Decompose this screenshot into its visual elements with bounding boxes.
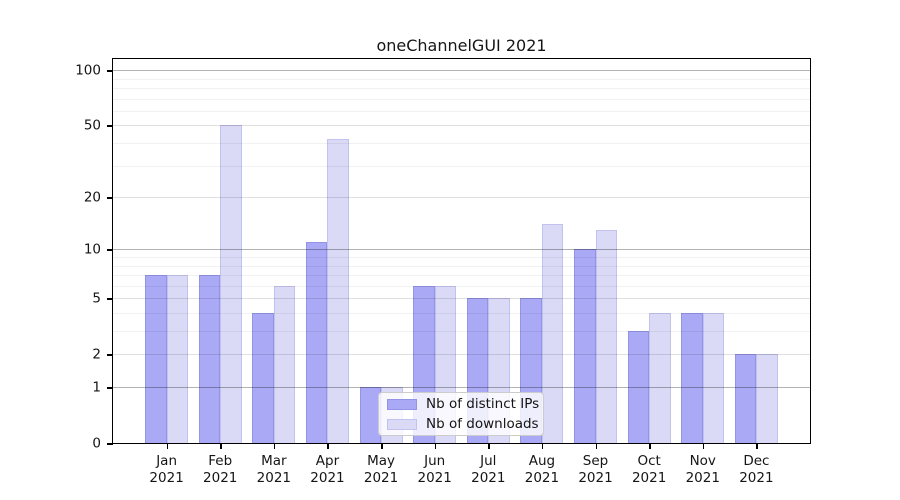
bar-downloads-dec <box>756 354 778 443</box>
bar-downloads-sep <box>595 229 618 443</box>
chart-title: oneChannelGUI 2021 <box>376 36 547 55</box>
x-tick-label-mar: Mar 2021 <box>256 453 292 486</box>
x-tick <box>434 444 437 449</box>
legend-swatch <box>387 398 417 410</box>
y-tick <box>107 125 113 127</box>
gridline-80 <box>113 88 810 90</box>
y-axis: 0 1 2 5 10 20 50 100 <box>0 59 113 452</box>
legend-item: Nb of downloads <box>387 416 543 432</box>
x-tick <box>220 444 222 449</box>
x-tick <box>541 444 544 449</box>
y-tick <box>107 387 113 389</box>
x-tick <box>273 444 276 449</box>
y-tick <box>107 70 113 72</box>
bar-distinct-ips-dec <box>734 354 757 443</box>
x-tick <box>702 444 705 449</box>
y-tick <box>107 249 113 251</box>
gridline-40 <box>113 143 810 145</box>
x-tick <box>166 444 169 449</box>
y-tick-label: 5 <box>92 290 101 307</box>
gridline-30 <box>113 165 810 167</box>
y-tick-label: 50 <box>83 118 101 135</box>
bar-distinct-ips-sep <box>574 249 596 443</box>
gridline-100 <box>113 70 810 72</box>
legend: Nb of distinct IPs Nb of downloads <box>378 392 544 436</box>
x-tick-label-sep: Sep 2021 <box>578 453 613 486</box>
bar-distinct-ips-nov <box>681 312 703 443</box>
gridline-60 <box>113 110 810 112</box>
bar-downloads-aug <box>541 224 564 443</box>
y-tick-label: 10 <box>83 241 101 258</box>
x-tick-label-dec: Dec 2021 <box>739 453 774 486</box>
x-tick-label-nov: Nov 2021 <box>685 453 720 486</box>
legend-label: Nb of distinct IPs <box>426 396 540 412</box>
plot-area <box>113 59 810 443</box>
gridline-10 <box>113 249 810 251</box>
bar-distinct-ips-feb <box>198 275 221 443</box>
x-tick-label-may: May 2021 <box>363 453 399 486</box>
gridline-8 <box>113 265 810 267</box>
bar-distinct-ips-oct <box>627 331 650 443</box>
x-tick <box>649 444 651 449</box>
x-tick <box>381 444 383 449</box>
x-tick-label-aug: Aug 2021 <box>524 453 560 486</box>
bar-downloads-mar <box>273 285 296 443</box>
x-tick-label-apr: Apr 2021 <box>310 453 345 486</box>
x-tick-label-feb: Feb 2021 <box>203 453 238 486</box>
bar-downloads-feb <box>220 125 242 443</box>
gridline-90 <box>113 78 810 80</box>
bar-downloads-nov <box>702 312 725 443</box>
y-tick-label: 100 <box>75 62 101 79</box>
x-tick-label-jun: Jun 2021 <box>417 453 452 486</box>
gridline-50 <box>113 125 810 127</box>
y-tick-label: 20 <box>83 189 101 206</box>
y-tick-label: 1 <box>92 379 101 396</box>
x-tick <box>488 444 490 449</box>
x-tick-label-oct: Oct 2021 <box>631 453 667 486</box>
bar-distinct-ips-apr <box>305 242 328 443</box>
y-tick-label: 2 <box>92 346 101 363</box>
legend-item: Nb of distinct IPs <box>387 396 543 412</box>
gridline-70 <box>113 98 810 100</box>
legend-label: Nb of downloads <box>426 416 539 432</box>
gridline-9 <box>113 257 810 258</box>
y-tick <box>107 197 113 199</box>
x-tick-label-jul: Jul 2021 <box>471 453 506 486</box>
y-tick <box>107 354 113 356</box>
y-tick-label: 0 <box>92 435 101 452</box>
bar-distinct-ips-jan <box>145 275 167 443</box>
bar-downloads-jan <box>166 275 189 443</box>
x-axis: Jan 2021 Feb 2021 Mar 2021 Apr 2021 May 2021 Jun 20… <box>113 444 810 498</box>
bar-distinct-ips-mar <box>252 312 274 443</box>
y-tick <box>107 298 113 300</box>
y-tick <box>107 443 113 445</box>
x-tick <box>595 444 598 449</box>
gridline-20 <box>113 197 810 199</box>
x-tick-label-jan: Jan 2021 <box>149 453 184 486</box>
bar-downloads-oct <box>649 312 671 443</box>
legend-swatch <box>387 418 417 430</box>
x-tick <box>756 444 758 449</box>
bar-downloads-apr <box>327 139 349 443</box>
x-tick <box>327 444 329 449</box>
